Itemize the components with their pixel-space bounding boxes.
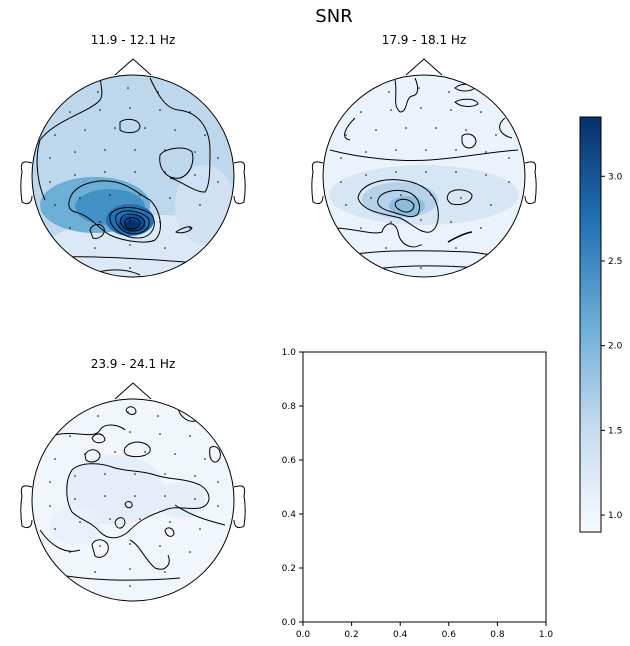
panel-2-contour-9 xyxy=(377,189,421,218)
panel-3-contour-14 xyxy=(174,504,226,526)
x-tick-label: 0.8 xyxy=(490,630,505,640)
panel-2-ear-right xyxy=(524,161,537,205)
panel-3-head-outline xyxy=(31,398,235,602)
panel-3-contour-11 xyxy=(91,539,109,558)
x-tick-label: 0.4 xyxy=(393,630,408,640)
panel-3-title: 23.9 - 24.1 Hz xyxy=(91,357,176,371)
panel-3-contour-8 xyxy=(66,463,210,539)
figure-title: SNR xyxy=(315,6,352,27)
panel-1-contour-3 xyxy=(36,139,46,201)
y-tick-label: 0.8 xyxy=(282,402,297,412)
panel-3-patch-a xyxy=(65,455,165,525)
colorbar-ticks: 1.0 1.5 2.0 2.5 3.0 xyxy=(601,172,623,521)
panel-1-nose xyxy=(114,58,152,76)
panel-1-ear-right xyxy=(233,161,246,205)
topomap-panel-1: 11.9 - 12.1 Hz xyxy=(20,33,246,278)
panel-3-contour-7 xyxy=(209,445,221,463)
panel-2-sensors xyxy=(340,87,510,269)
y-tick-label: 1.0 xyxy=(282,348,297,358)
panel-3-contour-12 xyxy=(164,527,175,537)
panel-2-contour-7 xyxy=(499,117,513,139)
panel-3-ear-left xyxy=(20,485,33,529)
panel-1-right-light xyxy=(175,165,234,245)
x-tick-label: 0.6 xyxy=(442,630,457,640)
empty-axes: 0.0 0.2 0.4 0.6 0.8 1.0 0.0 0.2 0.4 0.6 0.8 1.0 xyxy=(282,348,554,640)
panel-2-contour-3 xyxy=(454,98,479,107)
panel-3-contour-5 xyxy=(123,441,151,458)
panel-1-blob-e xyxy=(125,220,139,230)
y-tick-label: 0.4 xyxy=(282,510,297,520)
panel-3-contour-10 xyxy=(114,517,126,529)
panel-1-contour-12 xyxy=(175,226,193,234)
colorbar-gradient xyxy=(579,116,602,533)
panel-1-contour-7 xyxy=(89,223,105,239)
colorbar-tick-label: 2.5 xyxy=(608,257,622,267)
panel-2-contour-5 xyxy=(329,149,519,162)
y-tick-label: 0.2 xyxy=(282,564,296,574)
panel-2-contour-11 xyxy=(446,189,473,206)
panel-1-head-outline xyxy=(31,74,235,278)
y-ticks: 0.0 0.2 0.4 0.6 0.8 1.0 xyxy=(282,348,303,628)
panel-1-contour-6 xyxy=(68,180,161,243)
panel-3-contour-6 xyxy=(84,449,101,463)
topomap-panel-2: 17.9 - 18.1 Hz xyxy=(311,33,537,278)
panel-1-contour-5 xyxy=(159,147,194,179)
panel-1-sensors xyxy=(49,87,219,269)
panel-1-contour-14 xyxy=(97,269,141,276)
empty-axes-frame xyxy=(302,351,547,623)
y-tick-label: 0.6 xyxy=(282,456,297,466)
panel-3-contour-2 xyxy=(91,433,106,444)
panel-2-ear-left xyxy=(311,161,324,205)
panel-2-contour-4 xyxy=(461,133,477,149)
colorbar-tick-label: 2.0 xyxy=(608,342,623,352)
panel-2-head-outline xyxy=(322,74,526,278)
panel-3-patch-b xyxy=(155,482,205,518)
panel-1-title: 11.9 - 12.1 Hz xyxy=(91,33,176,47)
panel-2-contour-13 xyxy=(447,231,473,243)
panel-3-nose xyxy=(114,382,152,400)
panel-1-contour-8 xyxy=(109,207,155,239)
x-tick-label: 0.0 xyxy=(296,630,311,640)
panel-3-sensors xyxy=(49,411,219,587)
panel-3-contour-9 xyxy=(124,501,133,509)
panel-3-contour-15 xyxy=(39,529,81,552)
colorbar-tick-label: 1.0 xyxy=(608,511,623,521)
y-tick-label: 0.0 xyxy=(282,618,297,628)
panel-3-contour-13 xyxy=(129,539,170,570)
panel-2-contour-12 xyxy=(337,223,421,248)
colorbar-tick-label: 1.5 xyxy=(608,426,622,436)
panel-1-contour-11 xyxy=(124,217,141,230)
panel-1-contour-1 xyxy=(39,75,103,141)
panel-3-contour-1 xyxy=(54,424,126,436)
panel-2-contour-6 xyxy=(344,117,356,141)
panel-2-title: 17.9 - 18.1 Hz xyxy=(382,33,467,47)
panel-2-contour-1 xyxy=(394,77,419,113)
panel-3-contour-16 xyxy=(59,574,181,581)
colorbar: 1.0 1.5 2.0 2.5 3.0 xyxy=(579,116,623,533)
panel-3-contour-3 xyxy=(125,406,137,415)
panel-3-ear-right xyxy=(233,485,246,529)
x-ticks: 0.0 0.2 0.4 0.6 0.8 1.0 xyxy=(296,622,554,640)
panel-2-nose xyxy=(405,58,443,76)
panel-1-contour-4 xyxy=(119,118,141,134)
topomap-panel-3: 23.9 - 24.1 Hz xyxy=(20,357,246,602)
panel-1-contour-2 xyxy=(149,77,211,193)
colorbar-tick-label: 3.0 xyxy=(608,172,623,182)
panel-1-contour-9 xyxy=(115,210,150,235)
panel-1-contour-10 xyxy=(120,213,145,232)
x-tick-label: 1.0 xyxy=(539,630,554,640)
panel-3-patch-c xyxy=(50,505,100,545)
x-tick-label: 0.2 xyxy=(344,630,358,640)
panel-2-contour-10 xyxy=(394,198,415,213)
panel-2-contour-8 xyxy=(357,179,439,233)
panel-1-ear-left xyxy=(20,161,33,205)
